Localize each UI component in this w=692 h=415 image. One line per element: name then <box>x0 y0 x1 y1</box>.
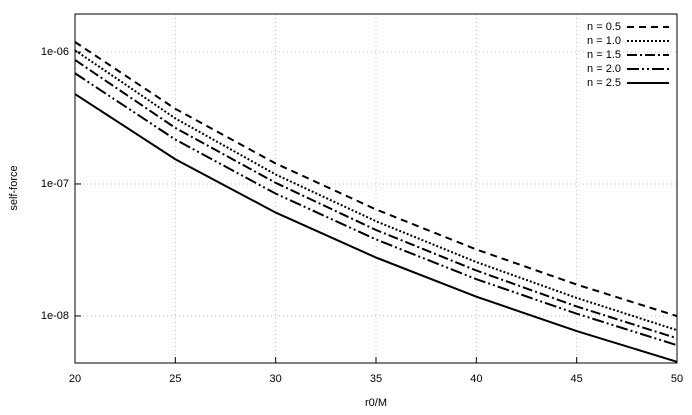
plot-frame <box>74 13 678 364</box>
series-line <box>74 59 678 340</box>
y-tick-label: 1e-07 <box>41 178 69 190</box>
y-tick-label: 1e-06 <box>41 46 69 58</box>
series-line <box>74 41 678 318</box>
x-tick-label: 35 <box>370 373 382 385</box>
legend-label: n = 1.5 <box>587 49 621 61</box>
x-tick-label: 45 <box>571 373 583 385</box>
x-tick-label: 25 <box>169 373 181 385</box>
legend-label: n = 0.5 <box>587 21 621 33</box>
x-tick-label: 30 <box>270 373 282 385</box>
y-axis-label: self-force <box>8 165 20 210</box>
series-line <box>74 49 678 332</box>
x-tick-label: 40 <box>470 373 482 385</box>
legend-label: n = 2.0 <box>587 63 621 75</box>
x-tick-label: 20 <box>69 373 81 385</box>
x-tick-label: 50 <box>671 373 683 385</box>
series-line <box>74 72 678 347</box>
legend-label: n = 2.5 <box>587 77 621 89</box>
x-axis-label: r0/M <box>365 397 387 409</box>
series-line <box>74 93 678 363</box>
y-tick-label: 1e-08 <box>41 310 69 322</box>
legend-label: n = 1.0 <box>587 35 621 47</box>
